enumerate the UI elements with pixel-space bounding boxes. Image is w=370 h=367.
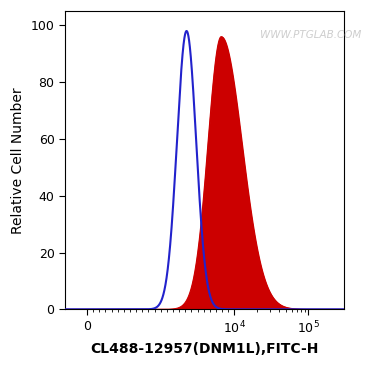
Y-axis label: Relative Cell Number: Relative Cell Number xyxy=(11,87,25,233)
X-axis label: CL488-12957(DNM1L),FITC-H: CL488-12957(DNM1L),FITC-H xyxy=(90,342,319,356)
Text: WWW.PTGLAB.COM: WWW.PTGLAB.COM xyxy=(260,30,361,40)
